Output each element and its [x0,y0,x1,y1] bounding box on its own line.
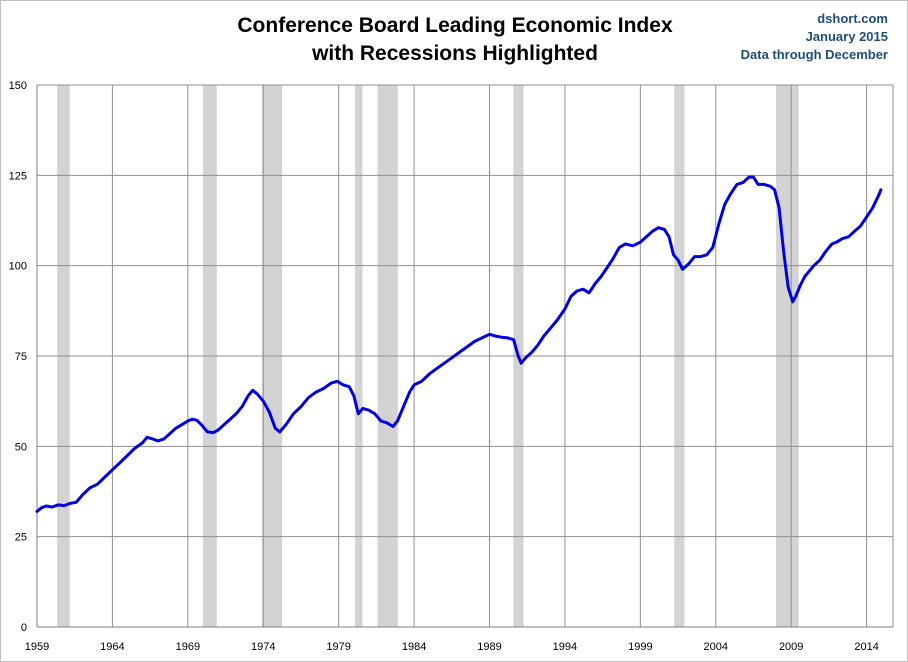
y-tick-label-25: 25 [15,532,27,544]
y-tick-label-150: 150 [9,80,27,92]
x-tick-label-2009: 2009 [779,641,803,653]
chart-title-line-2: with Recessions Highlighted [312,42,598,65]
x-tick-label-1994: 1994 [553,641,577,653]
source-site: dshort.com [817,11,888,26]
source-note: Data through December [740,47,888,62]
x-tick-label-1974: 1974 [251,641,275,653]
x-tick-label-2004: 2004 [704,641,728,653]
tick-labels: 0 25 50 75 100 125 150 1959 1964 1969 1974 1979 1984… [9,80,879,653]
y-tick-label-100: 100 [9,261,27,273]
y-tick-label-0: 0 [21,622,27,634]
gridlines [36,84,894,628]
x-tick-label-1964: 1964 [100,641,124,653]
x-tick-label-2014: 2014 [854,641,878,653]
x-tick-label-1979: 1979 [326,641,350,653]
y-tick-label-75: 75 [15,351,27,363]
series-line-0 [35,175,883,513]
y-tick-label-125: 125 [9,170,27,182]
chart-title: Conference Board Leading Economic Index … [210,12,700,68]
x-tick-label-1989: 1989 [477,641,501,653]
chart-title-line-1: Conference Board Leading Economic Index [237,14,673,37]
x-tick-label-1999: 1999 [628,641,652,653]
source-block: dshort.com January 2015 Data through Dec… [688,10,888,64]
x-tick-label-1959: 1959 [25,641,49,653]
source-date: January 2015 [805,29,888,44]
data-series [35,175,883,513]
axes [36,85,893,628]
x-tick-label-1969: 1969 [176,641,200,653]
y-tick-label-50: 50 [15,441,27,453]
x-tick-label-1984: 1984 [402,641,426,653]
